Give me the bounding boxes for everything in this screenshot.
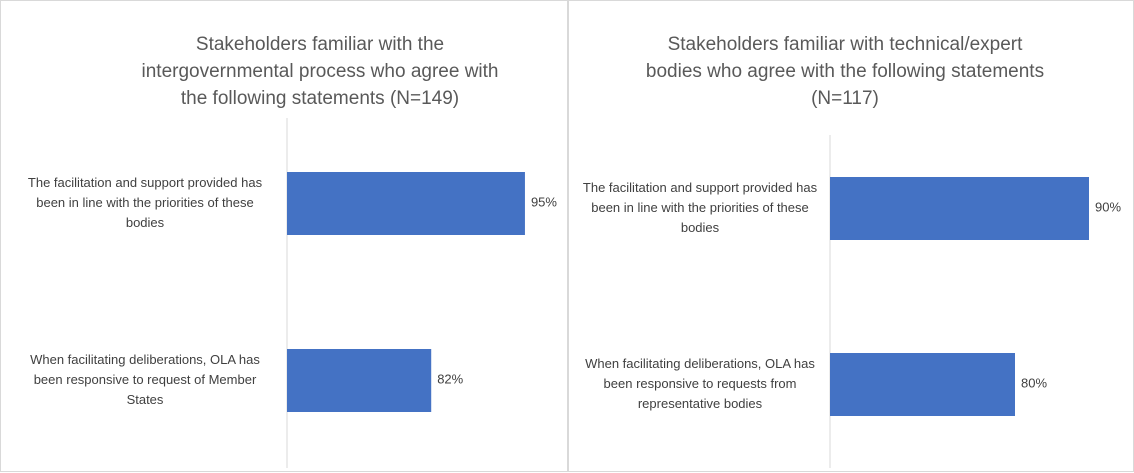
panel-border: [0, 0, 568, 472]
data-label: 95%: [531, 194, 557, 209]
data-label: 90%: [1095, 199, 1121, 214]
category-label: The facilitation and support provided ha…: [27, 175, 263, 230]
data-label: 82%: [437, 371, 463, 386]
bar: [830, 353, 1015, 416]
data-label: 80%: [1021, 375, 1047, 390]
bar: [287, 349, 432, 412]
bar: [287, 172, 525, 235]
category-label: The facilitation and support provided ha…: [582, 180, 818, 235]
category-label: When facilitating deliberations, OLA has…: [585, 356, 815, 411]
chart-title: Stakeholders familiar with technical/exp…: [645, 34, 1045, 109]
category-label: When facilitating deliberations, OLA has…: [30, 352, 260, 407]
chart-title: Stakeholders familiar with the intergove…: [141, 34, 499, 109]
bar: [830, 177, 1089, 240]
